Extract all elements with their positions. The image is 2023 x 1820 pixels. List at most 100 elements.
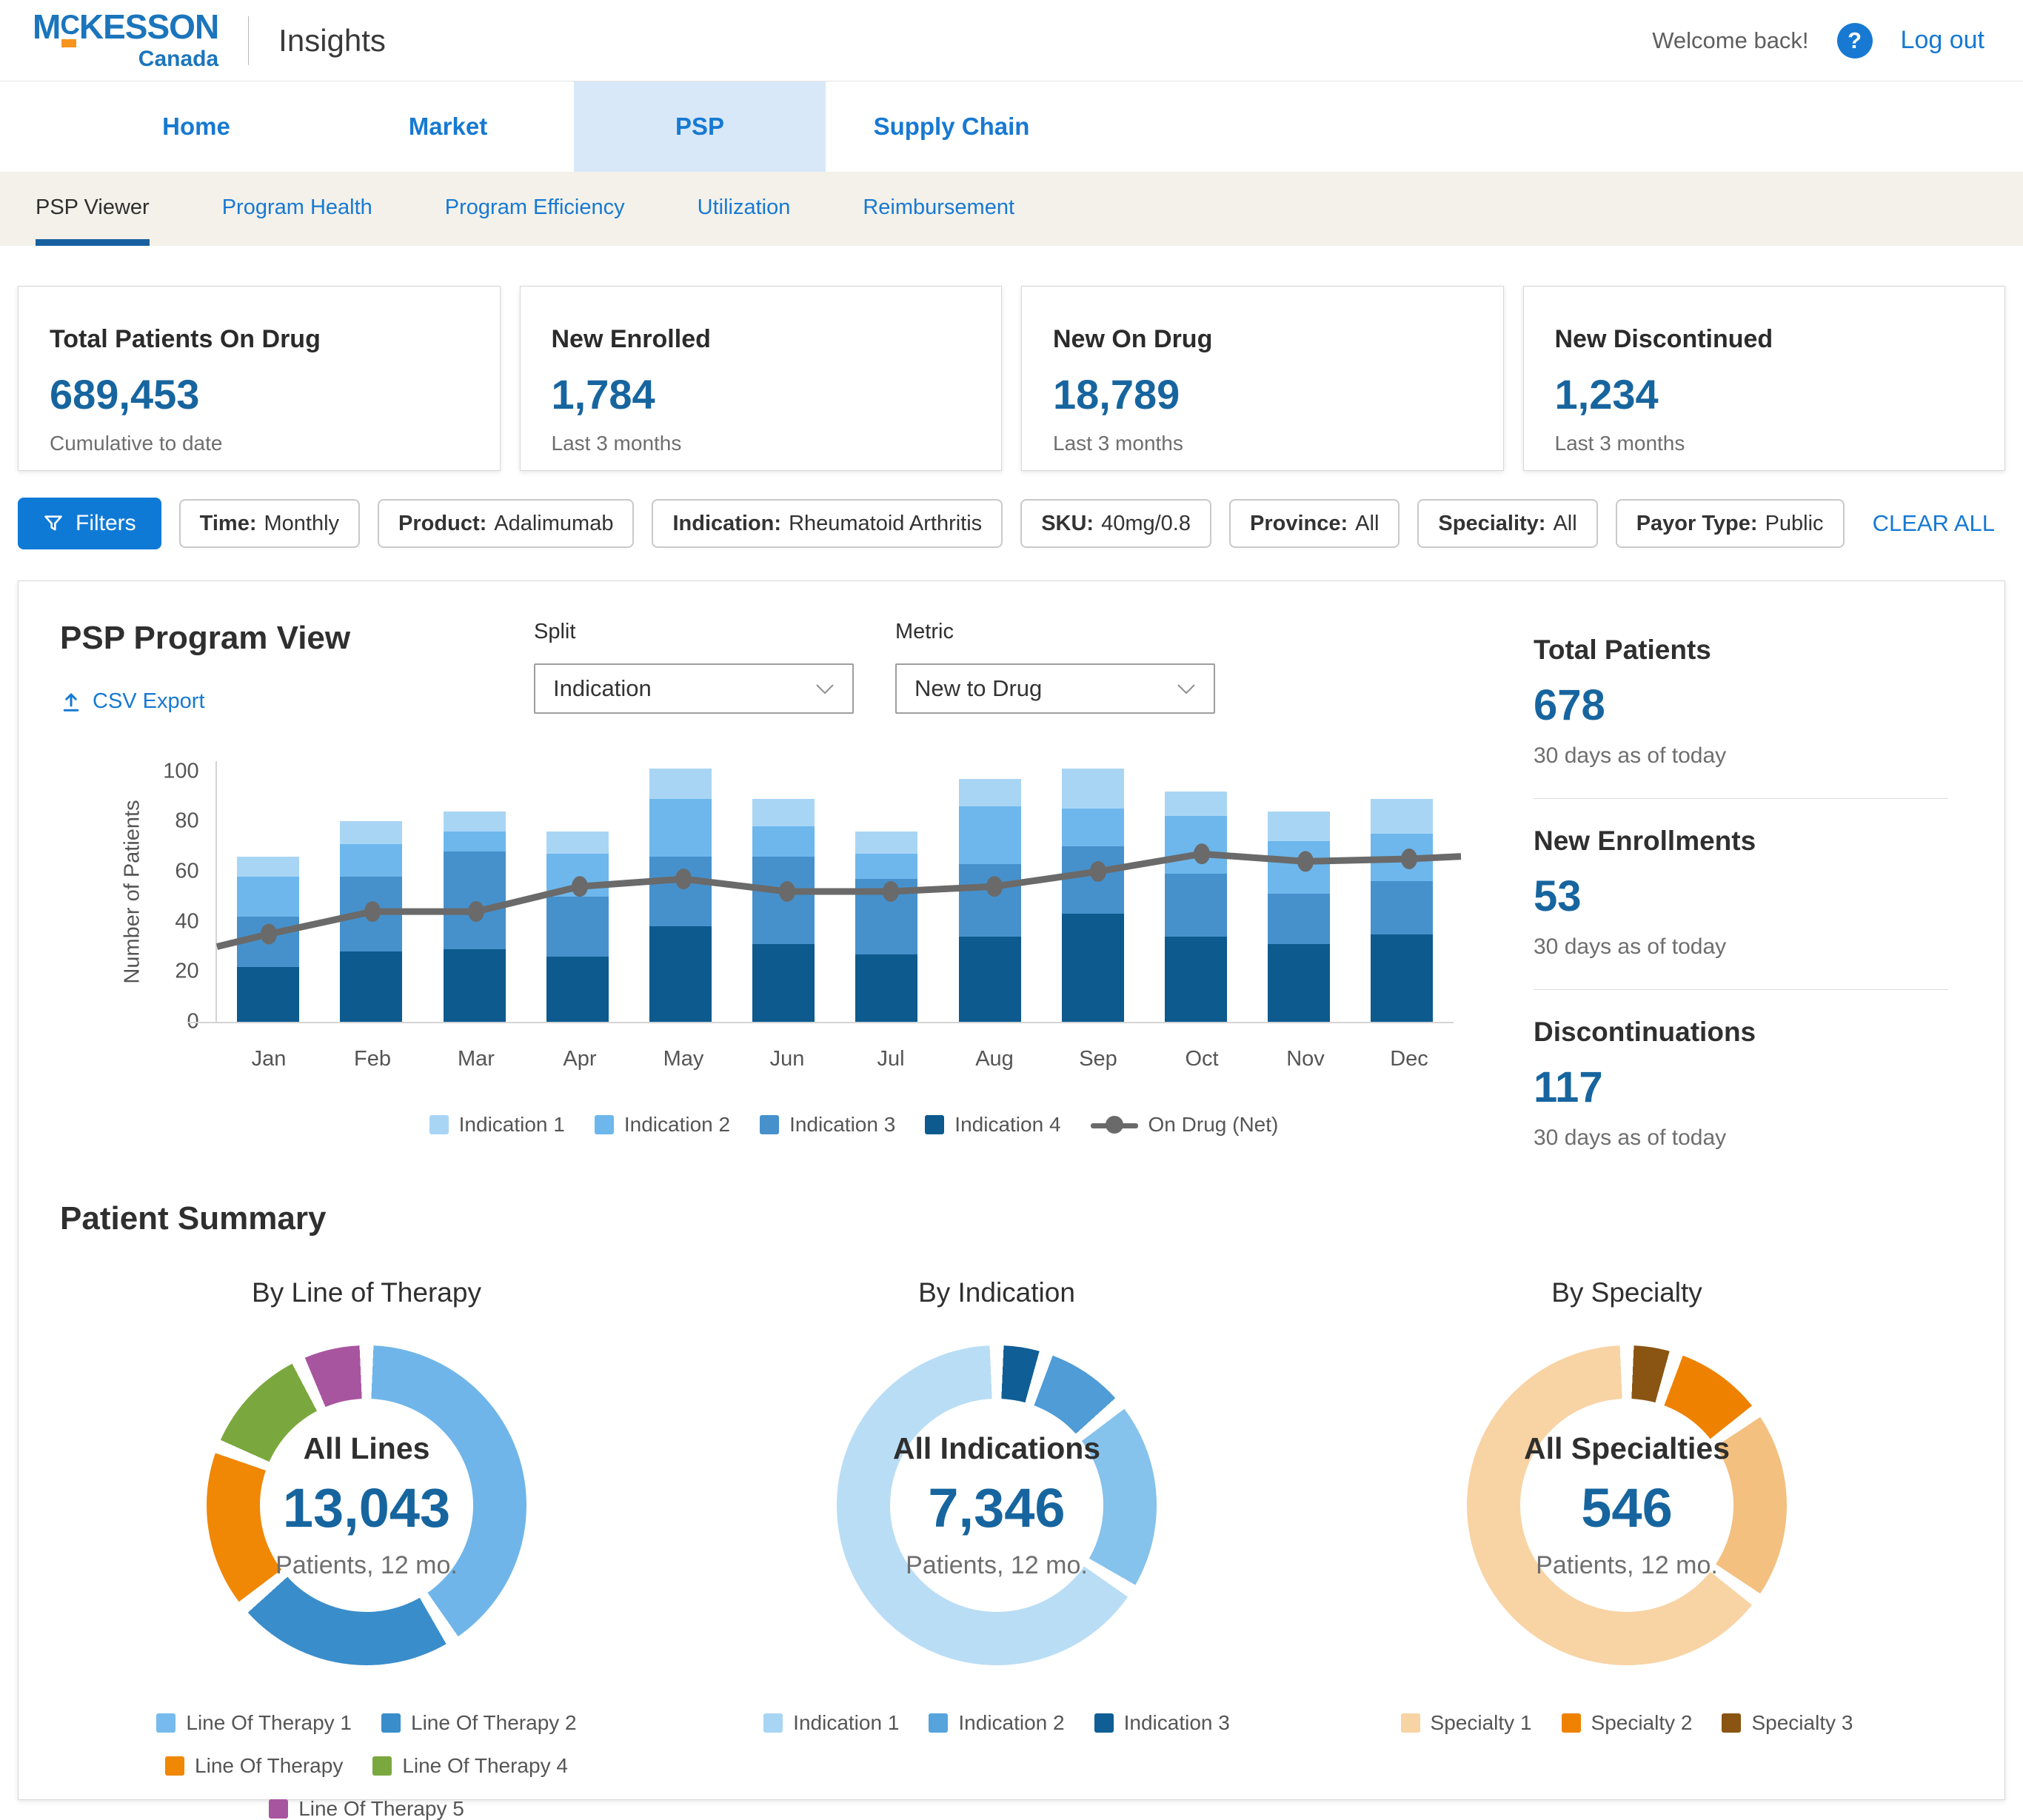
legend-label: Line Of Therapy 1 — [186, 1711, 352, 1734]
filter-funnel-icon — [44, 515, 62, 531]
mckesson-logo-country: Canada — [138, 46, 219, 71]
bar-segment-indication-1 — [649, 769, 712, 799]
donut-by-line-of-therapy: By Line of Therapy All Lines 13,043 Patient… — [70, 1264, 663, 1820]
nav-tab-home[interactable]: Home — [162, 113, 230, 140]
x-label-jan: Jan — [251, 1047, 287, 1071]
stat-title: Total Patients — [1534, 635, 1711, 665]
bar-segment-indication-1 — [1268, 811, 1331, 842]
legend-item-line-of-therapy-1: Line Of Therapy 1 — [156, 1711, 352, 1735]
legend-swatch — [372, 1756, 392, 1776]
stat-title: New Enrollments — [1534, 826, 1756, 856]
x-label-oct: Oct — [1185, 1047, 1219, 1071]
chip-value: Rheumatoid Arthritis — [789, 511, 983, 535]
subnav-item-reimbursement[interactable]: Reimbursement — [863, 195, 1015, 219]
nav-tab-supply-chain[interactable]: Supply Chain — [873, 113, 1030, 140]
chip-value: All — [1355, 511, 1380, 535]
subnav-item-program-efficiency[interactable]: Program Efficiency — [444, 195, 625, 219]
help-icon[interactable]: ? — [1836, 22, 1873, 58]
bar-segment-indication-1 — [1371, 798, 1434, 834]
y-tick: 20 — [175, 959, 199, 983]
legend-swatch — [763, 1713, 783, 1733]
psp-program-view-card: PSP Program View CSV Export Split Indica… — [18, 581, 2005, 1820]
kpi-value: 1,784 — [551, 371, 655, 418]
chevron-down-icon — [1177, 683, 1195, 694]
bar-feb — [340, 821, 403, 1022]
filter-chip-sku[interactable]: SKU: 40mg/0.8 — [1020, 499, 1211, 548]
subnav-item-psp-viewer[interactable]: PSP Viewer — [36, 172, 150, 246]
csv-export-link[interactable]: CSV Export — [60, 689, 534, 714]
stat-block: New Enrollments 53 30 days as of today — [1534, 798, 1948, 989]
bar-segment-indication-1 — [443, 811, 506, 832]
kpi-title: New Enrolled — [551, 325, 711, 353]
legend-item-indication-4: Indication 4 — [925, 1113, 1061, 1137]
bar-segment-indication-2 — [752, 826, 815, 857]
kpi-card: New Discontinued 1,234 Last 3 months — [1522, 286, 2005, 471]
legend-item-indication-3: Indication 3 — [760, 1113, 895, 1137]
kpi-value: 1,234 — [1554, 371, 1659, 418]
legend-swatch — [269, 1799, 289, 1819]
nav-tab-psp[interactable]: PSP — [574, 81, 826, 172]
kpi-value: 18,789 — [1053, 371, 1180, 418]
chip-value: Monthly — [264, 511, 340, 535]
subnav-item-program-health[interactable]: Program Health — [221, 195, 372, 219]
x-label-mar: Mar — [458, 1047, 495, 1071]
legend-swatch — [1400, 1713, 1420, 1733]
bar-jun — [752, 798, 815, 1022]
legend-item-indication-3: Indication 3 — [1094, 1711, 1230, 1735]
section-title: PSP Program View — [60, 620, 351, 656]
clear-all-link[interactable]: CLEAR ALL — [1872, 510, 1995, 536]
filter-chip-indication[interactable]: Indication: Rheumatoid Arthritis — [652, 499, 1003, 548]
donut-title: By Indication — [918, 1277, 1075, 1308]
filter-chip-product[interactable]: Product: Adalimumab — [378, 499, 635, 548]
donut-center: All Lines 13,043 Patients, 12 mo. — [260, 1399, 473, 1612]
donut-ring: All Specialties 546 Patients, 12 mo. — [1467, 1345, 1787, 1665]
donut-center: All Specialties 546 Patients, 12 mo. — [1520, 1399, 1733, 1612]
donut-legend: Specialty 1 Specialty 2 Specialty 3 — [1400, 1711, 1853, 1735]
donut-center-title: All Indications — [892, 1431, 1101, 1465]
x-label-aug: Aug — [975, 1047, 1014, 1071]
side-stats-panel: Total Patients 678 30 days as of today New … — [1534, 608, 1948, 1180]
legend-label: Indication 3 — [789, 1113, 896, 1136]
bar-segment-indication-3 — [237, 916, 300, 967]
filter-chip-time[interactable]: Time: Monthly — [178, 499, 361, 548]
x-label-nov: Nov — [1286, 1047, 1325, 1071]
bar-segment-indication-3 — [546, 896, 609, 957]
x-axis-labels: Jan Feb Mar Apr May Jun Jul Aug Sep Oct Nov Dec — [217, 1047, 1461, 1071]
chip-value: Public — [1765, 511, 1824, 535]
bar-segment-indication-1 — [237, 856, 300, 877]
stacked-bar-chart: Number of Patients 0 20 40 60 80 100 Jan Feb Ma… — [113, 759, 1461, 1137]
filters-button[interactable]: Filters — [18, 498, 161, 549]
bar-segment-indication-3 — [855, 879, 918, 954]
legend-swatch — [925, 1115, 945, 1134]
kpi-card: Total Patients On Drug 689,453 Cumulative … — [18, 286, 501, 471]
y-axis-ticks: 0 20 40 60 80 100 — [152, 759, 215, 1033]
legend-item-indication-1: Indication 1 — [429, 1113, 565, 1137]
page-title: Insights — [278, 22, 386, 58]
nav-tab-market[interactable]: Market — [408, 113, 488, 140]
legend-swatch — [156, 1713, 176, 1733]
bar-segment-indication-2 — [237, 876, 300, 917]
bar-segment-indication-4 — [1371, 934, 1434, 1022]
legend-label: Indication 3 — [1123, 1711, 1230, 1734]
legend-swatch — [165, 1756, 185, 1776]
bar-segment-indication-4 — [443, 949, 506, 1022]
bar-segment-indication-3 — [752, 856, 815, 945]
donut-title: By Line of Therapy — [252, 1277, 481, 1308]
chip-value: All — [1553, 511, 1577, 535]
filter-chip-province[interactable]: Province: All — [1229, 499, 1400, 548]
metric-select[interactable]: New to Drug — [895, 663, 1215, 714]
y-tick: 0 — [187, 1009, 199, 1034]
x-label-jul: Jul — [877, 1047, 905, 1071]
filter-chip-speciality[interactable]: Speciality: All — [1417, 499, 1598, 548]
split-select[interactable]: Indication — [534, 663, 854, 714]
legend-label: Indication 2 — [623, 1113, 731, 1136]
logout-link[interactable]: Log out — [1900, 26, 1984, 54]
stat-value: 678 — [1534, 681, 1605, 729]
chip-value: Adalimumab — [494, 511, 614, 535]
legend-item-specialty-3: Specialty 3 — [1722, 1711, 1853, 1735]
bar-segment-indication-1 — [340, 821, 403, 844]
subnav-item-utilization[interactable]: Utilization — [697, 195, 791, 219]
bar-segment-indication-3 — [958, 863, 1021, 937]
filter-chip-payor-type[interactable]: Payor Type: Public — [1615, 499, 1845, 548]
stat-block: Total Patients 678 30 days as of today — [1534, 608, 1948, 798]
